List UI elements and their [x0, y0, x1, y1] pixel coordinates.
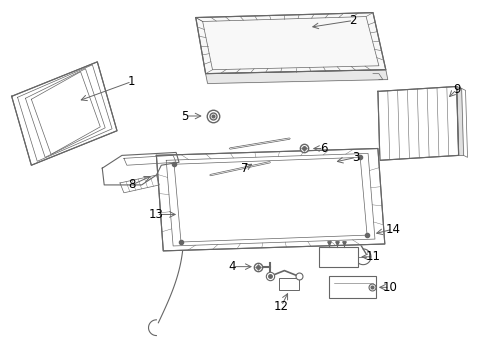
Text: 14: 14 [385, 223, 400, 236]
Polygon shape [457, 86, 464, 156]
Polygon shape [120, 175, 159, 193]
Text: 7: 7 [241, 162, 249, 175]
Polygon shape [102, 152, 179, 185]
Bar [329, 276, 376, 298]
Text: 10: 10 [382, 281, 397, 294]
Polygon shape [156, 148, 385, 251]
Text: 6: 6 [320, 142, 327, 155]
Polygon shape [378, 86, 459, 160]
Text: 4: 4 [228, 260, 236, 273]
Polygon shape [206, 70, 388, 84]
Text: 8: 8 [128, 179, 135, 192]
Text: 12: 12 [274, 300, 289, 312]
Polygon shape [196, 13, 386, 74]
Text: 1: 1 [128, 75, 136, 88]
Text: 13: 13 [149, 208, 164, 221]
Bar [279, 278, 299, 290]
Text: 5: 5 [181, 109, 189, 122]
Text: 9: 9 [453, 83, 461, 96]
Bar [319, 247, 358, 267]
Text: 11: 11 [366, 250, 381, 263]
Text: 3: 3 [353, 151, 360, 164]
Polygon shape [12, 62, 117, 165]
Text: 2: 2 [349, 14, 357, 27]
